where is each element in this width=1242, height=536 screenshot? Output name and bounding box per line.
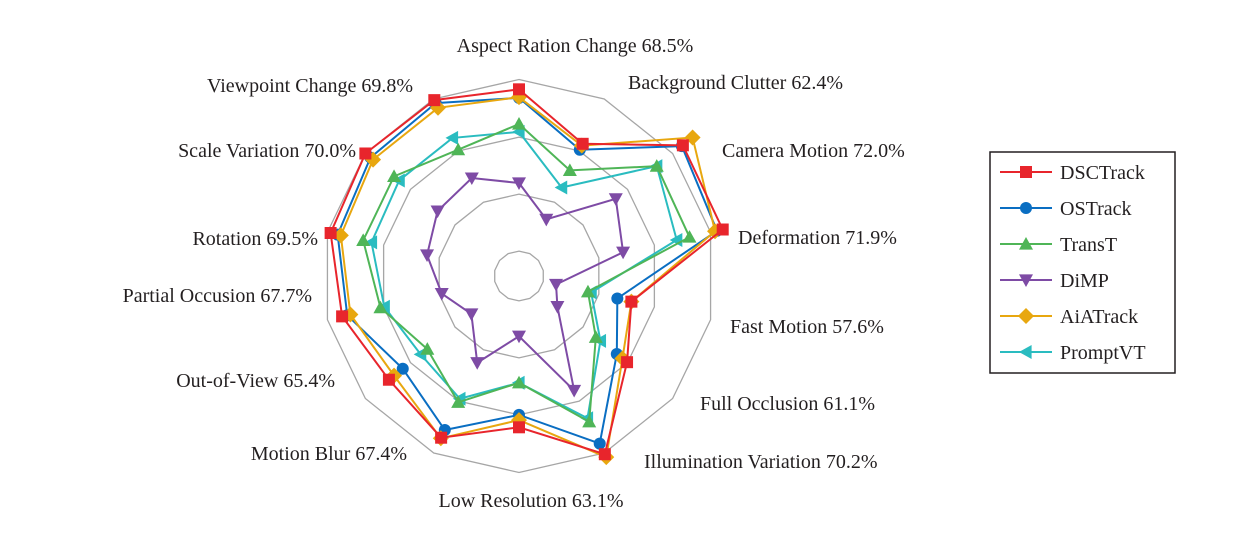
axis-label-viewpoint-change: Viewpoint Change 69.8% (207, 75, 413, 97)
data-point-dimp-0 (512, 177, 526, 190)
data-point-transt-1 (562, 163, 577, 176)
data-point-ostrack-6 (593, 437, 606, 450)
data-point-dsctrack-7 (513, 421, 525, 434)
legend-marker-ostrack (1020, 202, 1032, 214)
axis-label-low-resolution: Low Resolution 63.1% (438, 490, 623, 512)
legend-box (989, 151, 1176, 374)
data-point-transt-8 (451, 395, 466, 408)
grid-ring-1 (438, 193, 600, 359)
series-dimp (420, 172, 631, 398)
data-point-dimp-8 (470, 357, 485, 370)
data-point-promptvt-1 (554, 180, 568, 195)
axis-label-rotation: Rotation 69.5% (192, 228, 318, 250)
data-point-dimp-10 (434, 288, 449, 301)
data-point-transt-9 (420, 342, 435, 355)
data-point-transt-0 (512, 117, 526, 130)
series-line-aiatrack (339, 96, 717, 459)
data-point-dimp-2 (608, 193, 623, 206)
data-point-dimp-9 (464, 308, 479, 321)
data-point-ostrack-9 (396, 362, 409, 375)
legend-marker-dsctrack (1020, 166, 1032, 178)
data-point-dsctrack-8 (435, 431, 448, 444)
legend-label-ostrack: OSTrack (1060, 198, 1132, 220)
series-line-dsctrack (329, 88, 724, 456)
legend-label-transt: TransT (1060, 234, 1117, 256)
data-point-dsctrack-6 (598, 448, 611, 461)
series-line-transt (362, 122, 691, 424)
series-line-ostrack (336, 96, 719, 445)
data-point-transt-7 (512, 375, 526, 389)
data-point-transt-10 (373, 300, 388, 314)
series-promptvt (364, 124, 683, 426)
grid-ring-0 (494, 250, 544, 302)
legend-label-promptvt: PromptVT (1060, 342, 1146, 364)
axis-labels: Aspect Ration Change 68.5% Background Cl… (123, 35, 905, 512)
axis-label-deformation: Deformation 71.9% (738, 227, 897, 249)
data-point-dsctrack-9 (382, 373, 395, 386)
axis-label-scale-variation: Scale Variation 70.0% (178, 140, 356, 162)
axis-label-fast-motion: Fast Motion 57.6% (730, 316, 884, 338)
data-point-transt-6 (582, 414, 597, 428)
data-point-ostrack-4 (611, 292, 624, 305)
data-point-dsctrack-3 (716, 223, 729, 236)
legend-marker-aiatrack (1018, 308, 1034, 324)
data-point-dsctrack-1 (576, 137, 589, 150)
data-point-dsctrack-5 (621, 356, 634, 369)
axis-label-background-clutter: Background Clutter 62.4% (628, 72, 843, 94)
data-point-dsctrack-13 (428, 94, 441, 107)
data-point-promptvt-13 (445, 130, 459, 145)
data-point-transt-12 (387, 169, 402, 182)
axis-label-full-occlusion: Full Occlusion 61.1% (700, 393, 875, 415)
data-point-dsctrack-12 (359, 147, 372, 160)
series-line-promptvt (370, 130, 678, 420)
data-point-dimp-12 (430, 205, 445, 219)
legend-label-dsctrack: DSCTrack (1060, 162, 1145, 184)
data-point-dimp-6 (567, 384, 582, 398)
legend-label-dimp: DiMP (1060, 270, 1109, 292)
data-point-dimp-4 (549, 278, 564, 292)
legend-label-aiatrack: AiATrack (1060, 306, 1138, 328)
data-point-dsctrack-10 (336, 310, 349, 323)
data-point-transt-11 (356, 233, 371, 247)
data-point-transt-13 (451, 142, 466, 156)
axis-label-out-of-view: Out-of-View 65.4% (176, 370, 335, 392)
data-point-dsctrack-11 (324, 227, 337, 240)
series-transt (356, 117, 697, 428)
data-point-dsctrack-0 (513, 83, 525, 96)
data-point-dsctrack-4 (625, 295, 638, 308)
series-layer (324, 83, 729, 466)
data-point-dimp-11 (420, 249, 435, 263)
legend: DSCTrack OSTrack TransT DiMP AiATrack Pr… (989, 151, 1176, 374)
axis-label-illumination-variation: Illumination Variation 70.2% (644, 451, 878, 473)
data-point-dimp-13 (464, 172, 479, 186)
axis-label-aspect-ratio-change: Aspect Ration Change 68.5% (457, 35, 694, 57)
data-point-transt-3 (682, 230, 697, 243)
axis-label-motion-blur: Motion Blur 67.4% (251, 443, 407, 465)
axis-label-partial-occlusion: Partial Occusion 67.7% (123, 285, 312, 307)
data-point-dimp-7 (512, 330, 526, 344)
grid-ring-3 (326, 78, 712, 474)
data-point-dimp-5 (550, 301, 565, 314)
legend-marker-dimp (1019, 274, 1033, 287)
series-dsctrack (324, 83, 729, 461)
data-point-transt-5 (588, 330, 603, 343)
data-point-aiatrack-11 (332, 227, 349, 244)
data-point-dsctrack-2 (676, 139, 689, 152)
data-point-dimp-3 (616, 246, 631, 260)
data-point-dimp-1 (539, 213, 554, 227)
axis-label-camera-motion: Camera Motion 72.0% (722, 140, 905, 162)
legend-marker-transt (1019, 237, 1033, 250)
legend-marker-promptvt (1019, 345, 1032, 359)
data-point-promptvt-11 (364, 235, 378, 250)
data-point-transt-2 (649, 159, 664, 172)
data-point-transt-4 (580, 284, 595, 298)
